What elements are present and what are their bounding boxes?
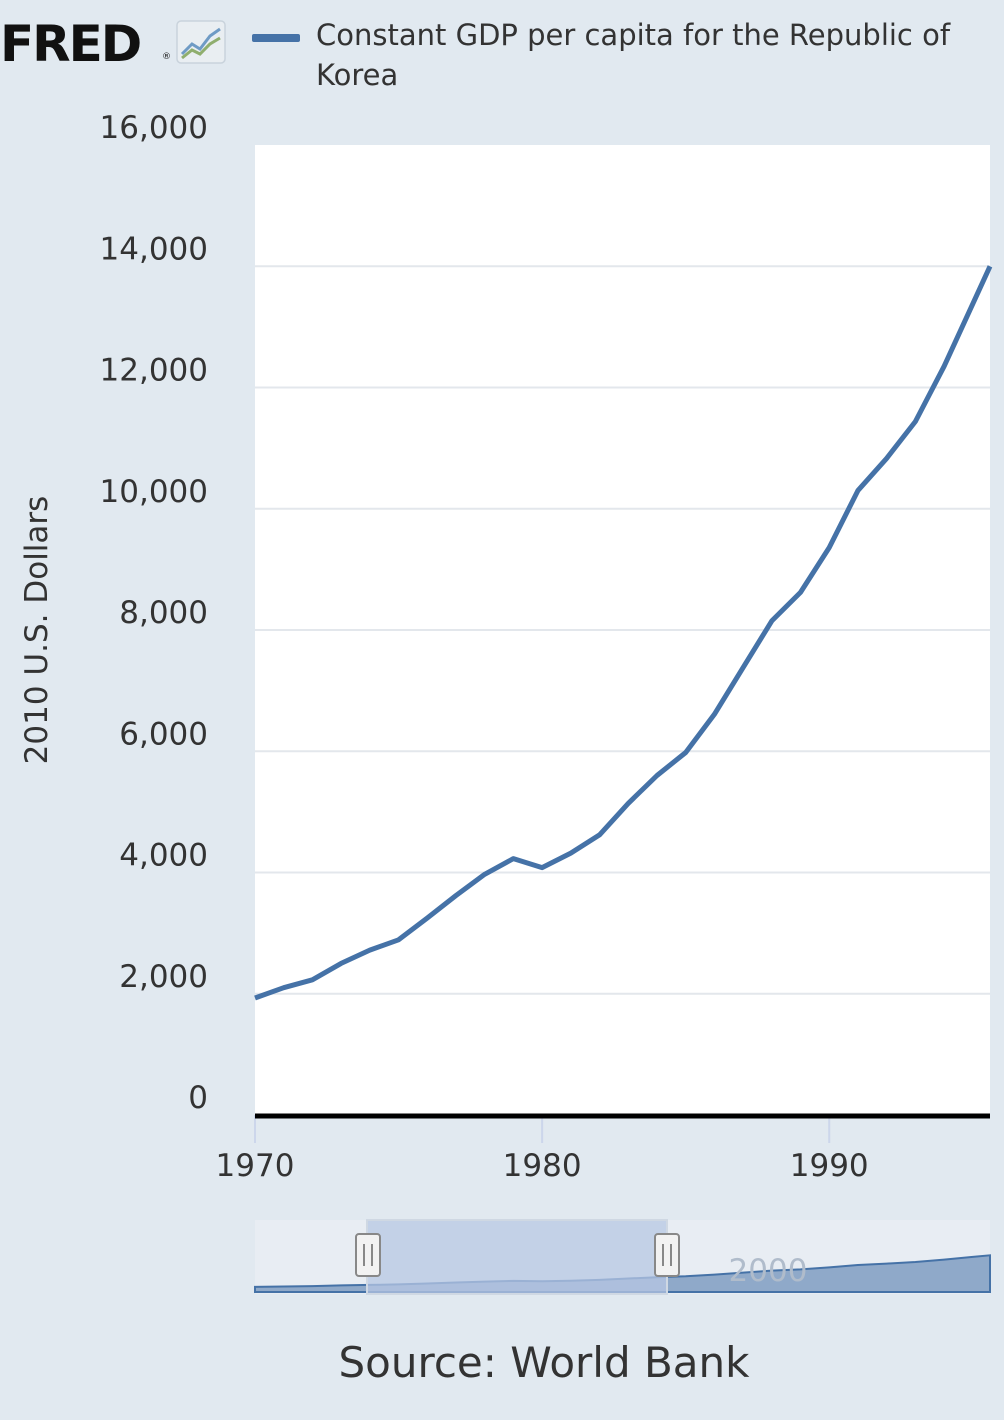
legend-series-label[interactable]: Constant GDP per capita for the Republic…	[316, 18, 951, 92]
navigator-left-handle[interactable]	[355, 1233, 381, 1277]
source-credit: Source: World Bank	[338, 1338, 750, 1387]
y-tick-label: 16,000	[100, 110, 208, 146]
y-tick-label: 10,000	[100, 474, 208, 510]
grid-lines	[255, 265, 990, 995]
navigator-selection[interactable]	[366, 1219, 668, 1295]
y-tick-label: 6,000	[119, 716, 208, 752]
x-tick-label: 1970	[216, 1148, 295, 1184]
x-axis-ticks: 1970 1980 1990	[216, 1115, 869, 1184]
y-tick-label: 8,000	[119, 595, 208, 631]
chart-header: FRED ® Constant GDP per capita for the R…	[0, 0, 1004, 110]
x-tick-label: 1980	[503, 1148, 582, 1184]
y-tick-label: 0	[188, 1080, 208, 1116]
y-tick-label: 2,000	[119, 959, 208, 995]
y-tick-label: 14,000	[100, 231, 208, 267]
navigator-right-handle[interactable]	[654, 1233, 680, 1277]
y-axis-ticks: 0 2,000 4,000 6,000 8,000 10,000 12,000 14,000 1…	[100, 110, 208, 1116]
registered-mark: ®	[162, 52, 171, 62]
x-tick-label: 1990	[790, 1148, 869, 1184]
legend-series-swatch	[252, 34, 300, 42]
y-tick-label: 4,000	[119, 838, 208, 874]
navigator-x-label: 2000	[729, 1253, 808, 1289]
y-tick-label: 12,000	[100, 353, 208, 389]
navigator[interactable]: 2000	[254, 1219, 991, 1295]
fred-logo[interactable]: FRED	[0, 15, 142, 73]
line-chart-icon	[176, 20, 226, 64]
series-line[interactable]	[254, 265, 993, 1001]
